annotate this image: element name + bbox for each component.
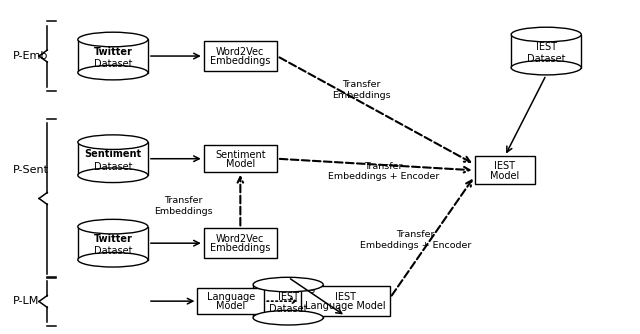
Text: IEST: IEST: [494, 161, 515, 171]
FancyBboxPatch shape: [474, 156, 535, 184]
Ellipse shape: [511, 27, 581, 42]
Ellipse shape: [78, 253, 148, 267]
Text: Word2Vec: Word2Vec: [216, 234, 264, 244]
Text: IEST: IEST: [335, 292, 356, 302]
Bar: [78, 227, 148, 260]
Text: Dataset: Dataset: [93, 162, 132, 172]
Bar: [78, 39, 148, 72]
Text: Dataset: Dataset: [93, 59, 132, 69]
Text: Model: Model: [226, 159, 255, 169]
Ellipse shape: [78, 65, 148, 80]
Text: IEST: IEST: [536, 42, 557, 52]
Text: Word2Vec: Word2Vec: [216, 47, 264, 57]
Text: Language: Language: [207, 292, 255, 302]
Ellipse shape: [78, 168, 148, 183]
Ellipse shape: [78, 135, 148, 149]
Text: Transfer: Transfer: [164, 196, 202, 205]
Text: Embeddings: Embeddings: [210, 243, 271, 254]
Text: Dataset: Dataset: [93, 246, 132, 257]
FancyBboxPatch shape: [197, 288, 264, 314]
Text: P-LM: P-LM: [13, 296, 39, 306]
Text: Embeddings + Encoder: Embeddings + Encoder: [360, 241, 471, 250]
Ellipse shape: [253, 310, 323, 325]
Ellipse shape: [511, 60, 581, 75]
Bar: [253, 285, 323, 318]
FancyBboxPatch shape: [301, 286, 390, 316]
Text: Model: Model: [490, 171, 520, 181]
Text: Transfer: Transfer: [396, 230, 435, 239]
FancyBboxPatch shape: [204, 228, 277, 258]
Text: Twitter: Twitter: [93, 234, 132, 244]
Text: Dataset: Dataset: [269, 304, 307, 314]
Ellipse shape: [78, 32, 148, 47]
Text: Language Model: Language Model: [305, 302, 386, 311]
Text: Finetuning: Finetuning: [267, 284, 316, 293]
Text: Embeddings: Embeddings: [154, 206, 212, 215]
Text: Embeddings: Embeddings: [332, 91, 391, 100]
Bar: [78, 142, 148, 175]
Text: Transfer: Transfer: [364, 162, 403, 171]
Text: Embeddings: Embeddings: [210, 56, 271, 66]
Text: Sentiment: Sentiment: [215, 150, 266, 160]
Bar: [511, 34, 581, 67]
Text: P-Emb: P-Emb: [13, 51, 48, 61]
FancyBboxPatch shape: [204, 146, 277, 172]
Text: Embeddings + Encoder: Embeddings + Encoder: [328, 172, 440, 181]
FancyBboxPatch shape: [204, 41, 277, 71]
Text: Dataset: Dataset: [527, 54, 566, 64]
Text: Transfer: Transfer: [342, 80, 381, 89]
Text: Model: Model: [216, 302, 245, 311]
Ellipse shape: [78, 219, 148, 234]
Text: IEST: IEST: [278, 292, 299, 302]
Text: Sentiment: Sentiment: [84, 149, 141, 159]
Text: P-Sent: P-Sent: [13, 165, 49, 175]
Text: Twitter: Twitter: [93, 47, 132, 57]
Ellipse shape: [253, 277, 323, 292]
